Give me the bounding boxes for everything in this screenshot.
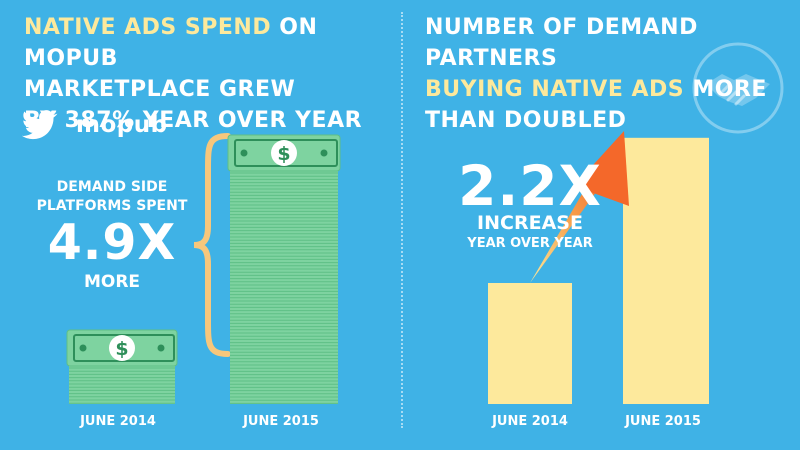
right-headline-line3: THAN DOUBLED <box>425 108 627 133</box>
left-headline-accent: NATIVE ADS SPEND <box>24 15 272 40</box>
left-headline: NATIVE ADS SPEND ON MOPUB MARKETPLACE GR… <box>24 12 394 136</box>
left-headline-line2: MARKETPLACE GREW <box>24 77 296 102</box>
increase-multiplier: 2.2X <box>458 154 602 218</box>
svg-text:$: $ <box>277 143 290 165</box>
dsp-label: DEMAND SIDE PLATFORMS SPENT <box>36 179 188 214</box>
demand-partners-chart <box>488 131 709 405</box>
left-headline-line3: BY 387% YEAR OVER YEAR <box>24 108 363 133</box>
dollar-bill-icon <box>271 140 297 166</box>
money-stack-2014: $ <box>66 329 178 404</box>
mopub-logo: mopub <box>76 112 168 138</box>
curly-brace <box>193 133 231 357</box>
right-headline-rest: MORE <box>684 77 767 102</box>
right-headline-line1: NUMBER OF DEMAND PARTNERS <box>425 15 698 71</box>
right-headline: NUMBER OF DEMAND PARTNERS BUYING NATIVE … <box>425 12 795 136</box>
svg-text:$: $ <box>115 338 128 360</box>
left-headline-rest: ON MOPUB <box>24 15 318 71</box>
axis-label-right-2014: JUNE 2014 <box>492 414 568 429</box>
bar-june-2014 <box>488 283 572 404</box>
money-stack-2015: $ <box>227 134 341 404</box>
handshake-icon <box>692 42 784 134</box>
panel-divider <box>401 12 403 428</box>
axis-label-right-2015: JUNE 2015 <box>625 414 701 429</box>
increase-sublabel: YEAR OVER YEAR <box>467 236 593 251</box>
dollar-bill-icon <box>109 335 135 361</box>
twitter-bird-icon <box>21 110 58 140</box>
upward-arrow-icon <box>530 131 629 283</box>
dsp-multiplier: 4.9X <box>47 214 177 271</box>
increase-label: INCREASE <box>477 212 583 234</box>
axis-label-left-2014: JUNE 2014 <box>80 414 156 429</box>
bar-june-2015 <box>623 137 709 405</box>
money-stack-chart: $$ <box>66 134 341 404</box>
dsp-more: MORE <box>83 272 141 292</box>
brand-row: mopub <box>21 108 168 142</box>
right-headline-accent: BUYING NATIVE ADS <box>425 77 685 102</box>
axis-label-left-2015: JUNE 2015 <box>243 414 319 429</box>
